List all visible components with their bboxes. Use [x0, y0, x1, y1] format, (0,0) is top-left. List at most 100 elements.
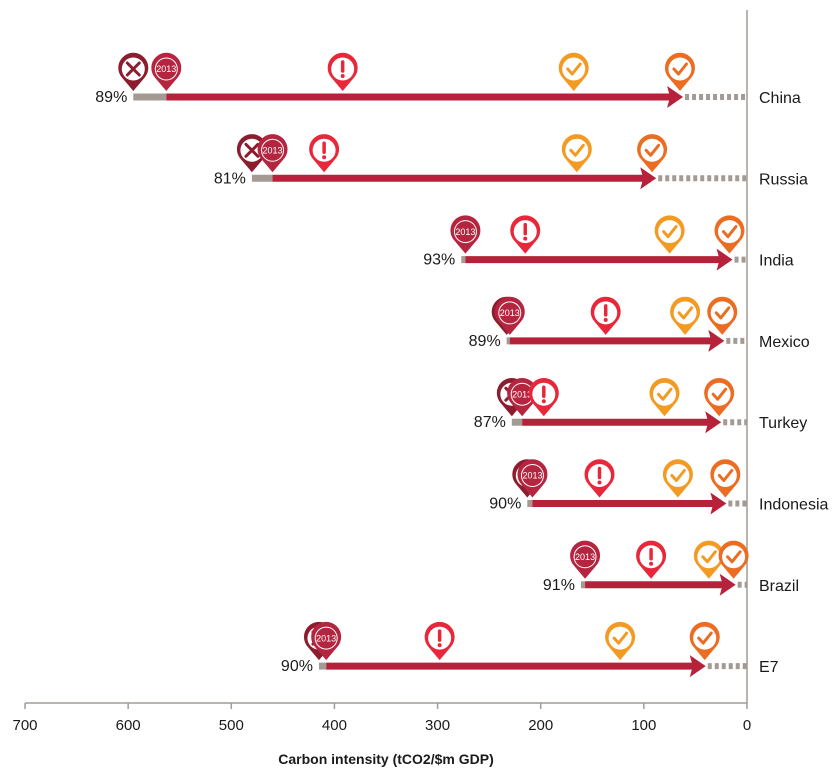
check-marker-dark — [637, 134, 668, 173]
country-label: E7 — [759, 659, 779, 676]
check-marker-light-glyph — [662, 225, 678, 239]
check-marker-dark-glyph — [726, 550, 742, 564]
check-marker-dark — [718, 540, 749, 579]
country-label: Indonesia — [759, 497, 828, 514]
warning-marker-dot — [541, 399, 546, 404]
year-2013-marker-label: 2013 — [512, 389, 532, 399]
reduction-arrow-head — [708, 329, 725, 352]
check-marker-light — [561, 134, 592, 173]
check-marker-light-inner — [673, 301, 697, 325]
check-marker-light-glyph — [670, 469, 686, 482]
cross-marker-glyph — [244, 142, 260, 158]
row-turkey: 87% Turkey 2013 — [474, 378, 807, 434]
check-marker-light — [693, 540, 724, 579]
cross-marker-glyph — [125, 61, 141, 77]
country-label: Mexico — [759, 334, 810, 351]
row-india: 93% India 2013 — [423, 215, 794, 271]
reduction-percent: 90% — [489, 496, 521, 513]
check-marker-dark — [707, 296, 738, 335]
cross-marker — [118, 52, 149, 91]
check-marker-dark-inner — [668, 57, 692, 81]
reduction-arrow-head — [640, 167, 657, 190]
check-marker-light-glyph — [677, 306, 694, 320]
country-label: Brazil — [759, 578, 799, 595]
check-marker-dark-glyph — [644, 143, 661, 157]
reduction-arrow-head — [667, 86, 684, 108]
check-marker-light-inner — [658, 220, 682, 244]
warning-marker-dot — [597, 480, 602, 485]
check-marker-dark-inner — [693, 626, 717, 650]
check-marker-light-inner — [697, 545, 721, 569]
reduction-arrow-head — [689, 655, 706, 678]
check-marker-light-glyph — [656, 387, 673, 401]
year-2013-marker: 2013 — [570, 540, 601, 579]
check-marker-dark-inner — [713, 464, 737, 487]
reduction-percent: 93% — [423, 252, 455, 269]
year-2013-marker: 2013 — [507, 378, 538, 417]
row-indonesia: 90% Indonesia 2013 — [489, 459, 828, 515]
year-2013-marker-face — [574, 546, 596, 568]
check-marker-light-inner — [562, 57, 586, 81]
check-marker-light-glyph — [566, 62, 582, 76]
year-2013-marker-face — [262, 139, 284, 161]
year-2013-marker-label: 2013 — [522, 471, 542, 481]
reduction-percent: 81% — [214, 170, 246, 187]
row-e7: 90% E7 2013 — [281, 621, 779, 678]
x-tick-label: 600 — [116, 717, 141, 734]
warning-marker-dot — [340, 74, 345, 78]
check-marker-dark-glyph — [714, 306, 731, 320]
year-2013-marker-label: 2013 — [316, 633, 336, 643]
reduction-percent: 89% — [95, 89, 127, 106]
check-marker-light-glyph — [569, 143, 585, 157]
reduction-percent: 89% — [469, 333, 501, 350]
year-2013-marker: 2013 — [450, 215, 481, 254]
year-2013-marker-face — [521, 465, 543, 486]
country-label: Turkey — [759, 415, 807, 432]
check-marker-light-glyph — [701, 550, 717, 564]
year-2013-marker-label: 2013 — [263, 146, 283, 156]
warning-marker — [636, 540, 667, 579]
check-marker-dark-glyph — [697, 631, 713, 645]
check-marker-light — [605, 621, 636, 661]
check-marker-light-glyph — [612, 631, 629, 645]
year-2013-marker-face — [454, 221, 476, 243]
check-marker-light-inner — [565, 138, 589, 162]
year-2013-marker: 2013 — [517, 459, 548, 498]
check-marker-light-inner — [608, 626, 632, 650]
check-marker-dark — [714, 215, 745, 254]
year-2013-marker-label: 2013 — [455, 227, 475, 237]
row-china: 89% China 2013 — [95, 52, 801, 108]
x-tick-label: 200 — [528, 717, 553, 734]
check-marker-dark-inner — [722, 545, 746, 569]
row-brazil: 91% Brazil 2013 — [543, 540, 799, 596]
year-2013-marker-face — [499, 302, 521, 324]
check-marker-light — [558, 52, 589, 91]
year-2013-marker-face — [511, 383, 533, 405]
warning-marker-dot — [437, 643, 442, 648]
check-marker-dark-glyph — [721, 225, 738, 239]
reduction-percent: 90% — [281, 658, 313, 675]
year-2013-marker: 2013 — [151, 52, 182, 91]
check-marker-dark — [710, 459, 741, 498]
year-2013-marker-face — [315, 627, 337, 649]
reduction-arrow-head — [710, 492, 727, 515]
warning-marker — [309, 134, 340, 173]
x-tick-label: 300 — [425, 717, 450, 734]
check-marker-light — [662, 459, 693, 498]
warning-marker — [327, 52, 358, 91]
check-marker-dark-inner — [640, 138, 664, 162]
year-2013-marker: 2013 — [311, 621, 342, 661]
x-tick-label: 700 — [12, 717, 37, 734]
x-axis-title: Carbon intensity (tCO2/$m GDP) — [278, 751, 493, 767]
check-marker-dark — [664, 52, 695, 91]
reduction-percent: 91% — [543, 577, 575, 594]
warning-marker-dot — [603, 317, 608, 322]
warning-marker — [590, 296, 621, 335]
check-marker-light-inner — [652, 382, 676, 406]
check-marker-light — [670, 296, 701, 335]
reduction-percent: 87% — [474, 414, 506, 431]
year-2013-marker-label: 2013 — [500, 308, 520, 318]
reduction-arrow-head — [716, 248, 733, 271]
check-marker-light-inner — [666, 464, 690, 487]
